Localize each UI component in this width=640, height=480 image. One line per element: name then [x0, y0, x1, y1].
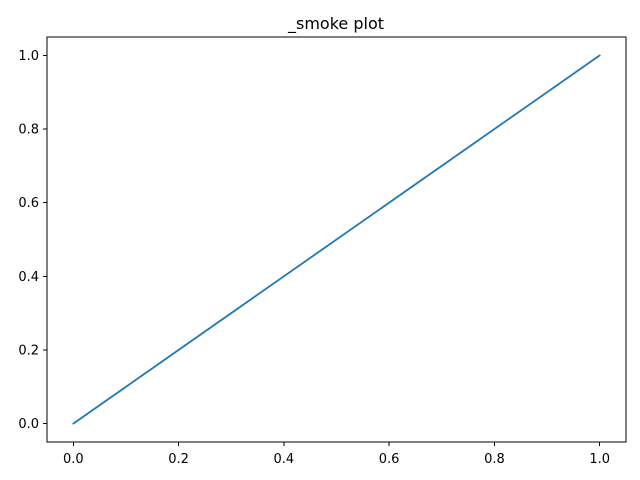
y-tick-label-3: 0.6 [18, 196, 39, 211]
series-layer [72, 54, 601, 425]
x-tick-label-4: 0.8 [484, 452, 505, 467]
y-tick-label-1: 0.2 [18, 343, 39, 358]
y-tick-label-5: 1.0 [18, 49, 39, 64]
y-axis: 0.0 0.2 0.4 0.6 0.8 1.0 [18, 49, 47, 432]
y-tick-label-4: 0.8 [18, 123, 39, 138]
plot-frame [46, 36, 627, 443]
y-tick-label-0: 0.0 [18, 417, 39, 432]
x-axis: 0.0 0.2 0.4 0.6 0.8 1.0 [63, 442, 610, 467]
x-tick-label-5: 1.0 [589, 452, 610, 467]
y-tick-label-2: 0.4 [18, 270, 39, 285]
x-tick-label-2: 0.4 [274, 452, 295, 467]
plot-area: 0.0 0.2 0.4 0.6 0.8 1.0 0.0 0.2 0.4 0.6 0.8 1.0 [18, 36, 627, 467]
x-tick-label-0: 0.0 [63, 452, 84, 467]
x-tick-label-1: 0.2 [168, 452, 189, 467]
x-tick-label-3: 0.6 [379, 452, 400, 467]
series-line-1 [72, 54, 601, 425]
chart-title: _smoke plot [287, 14, 384, 34]
